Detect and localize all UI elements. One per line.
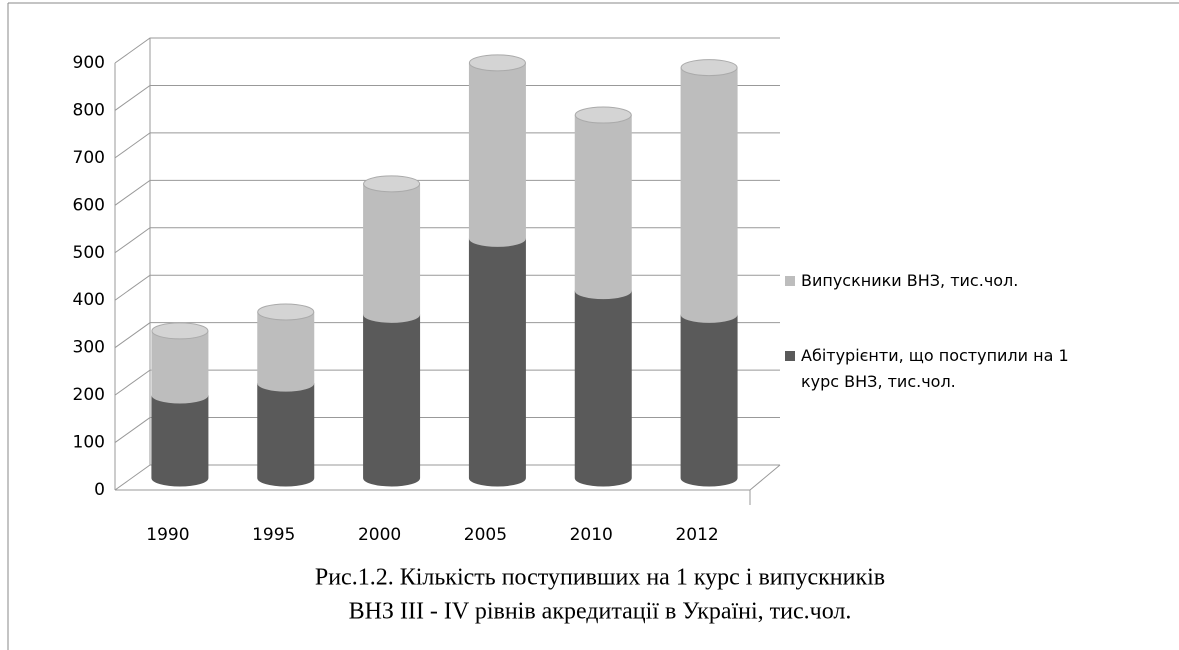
- cylinder-segment: [680, 67, 738, 323]
- x-tick-label: 1995: [252, 525, 295, 545]
- legend-swatch: [785, 351, 795, 361]
- grid-line: [114, 179, 780, 206]
- legend-label: Випускники ВНЗ, тис.чол.: [801, 271, 1019, 290]
- y-tick-label: 0: [94, 480, 105, 500]
- y-tick-label: 700: [73, 148, 105, 168]
- x-tick-label: 1990: [146, 525, 189, 545]
- cylinder-segment: [574, 290, 632, 487]
- y-tick-label: 600: [73, 195, 105, 215]
- legend-label: Абітурієнти, що поступили на 1 курс ВНЗ,…: [801, 346, 1069, 391]
- cylinder-segment: [363, 314, 421, 487]
- cylinder-top: [574, 106, 632, 124]
- caption: ВНЗ ІІІ - IV рівнів акредитації в Україн…: [349, 599, 852, 625]
- caption: Рис.1.2. Кількість поступивших на 1 курс…: [315, 565, 885, 591]
- cylinder-segment: [468, 238, 526, 487]
- cylinder-segment: [574, 114, 632, 300]
- grid-line: [114, 417, 780, 443]
- grid-line: [114, 132, 780, 159]
- y-tick-label: 300: [73, 338, 105, 358]
- grid-line: [114, 369, 780, 396]
- cylinder-segment: [468, 62, 526, 247]
- cylinder-top: [468, 54, 526, 72]
- cylinder-segment: [257, 311, 315, 392]
- grid-line: [114, 37, 780, 64]
- y-tick-label: 500: [73, 243, 105, 263]
- cylinder-top: [257, 303, 315, 321]
- grid-line: [114, 322, 780, 349]
- floor-edge: [115, 464, 781, 491]
- cylinder-segment: [680, 314, 738, 487]
- grid-line: [114, 274, 780, 301]
- y-tick-label: 200: [73, 385, 105, 405]
- y-tick-label: 400: [73, 290, 105, 310]
- x-tick-label: 2000: [358, 525, 401, 545]
- legend-entry: Випускники ВНЗ, тис.чол.: [785, 268, 1165, 294]
- x-tick-label: 2005: [464, 525, 507, 545]
- y-tick-label: 900: [73, 53, 105, 73]
- legend-entry: Абітурієнти, що поступили на 1 курс ВНЗ,…: [785, 343, 1165, 395]
- legend-swatch: [785, 276, 795, 286]
- grid-line: [114, 84, 780, 111]
- y-tick-label: 100: [73, 433, 105, 453]
- cylinder-segment: [363, 183, 421, 323]
- cylinder-top: [151, 322, 209, 340]
- grid-line: [114, 464, 780, 491]
- cylinder-segment: [151, 330, 209, 404]
- cylinder-segment: [151, 394, 209, 487]
- cylinder-top: [363, 175, 421, 193]
- x-tick-label: 2010: [570, 525, 613, 545]
- cylinder-segment: [257, 383, 315, 487]
- x-tick-label: 2012: [675, 525, 718, 545]
- cylinder-top: [680, 59, 738, 77]
- y-tick-label: 800: [73, 100, 105, 120]
- grid-line: [114, 227, 780, 254]
